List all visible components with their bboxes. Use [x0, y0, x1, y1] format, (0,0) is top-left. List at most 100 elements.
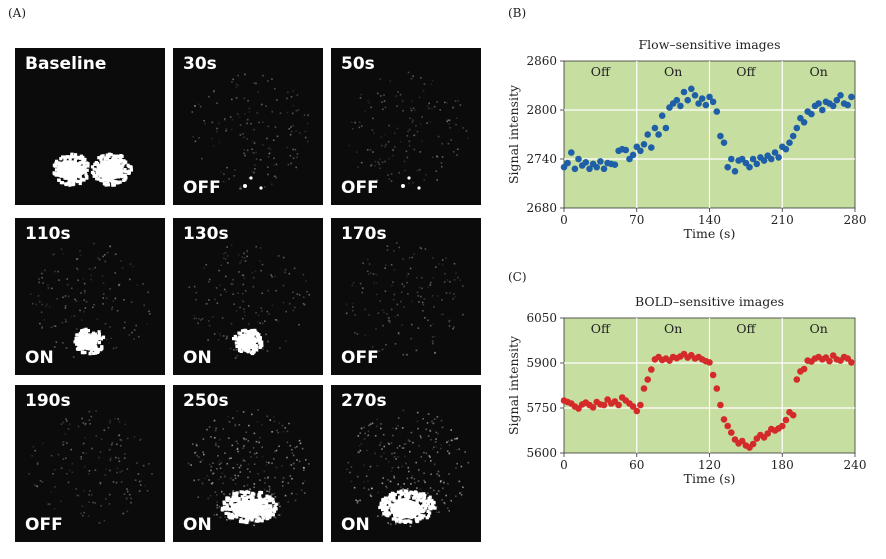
- data-point: [684, 96, 691, 104]
- mri-tile: 170s OFF: [331, 218, 481, 375]
- x-tick-label: 140: [698, 213, 721, 227]
- data-point: [586, 165, 593, 173]
- data-point: [673, 96, 681, 104]
- mri-scan-image: [188, 244, 311, 359]
- y-tick-label: 5600: [526, 446, 557, 460]
- data-point: [644, 131, 651, 138]
- mri-tile: 50s OFF: [331, 48, 481, 205]
- data-point: [575, 155, 582, 163]
- y-axis-label: Signal intensity: [506, 335, 521, 435]
- data-point: [848, 359, 855, 366]
- data-point: [789, 411, 797, 419]
- data-point: [698, 95, 706, 102]
- data-point: [568, 149, 575, 156]
- data-point: [720, 139, 728, 146]
- data-point: [749, 440, 757, 448]
- data-point: [837, 92, 844, 99]
- mri-tile: 30s OFF: [173, 48, 323, 205]
- mri-tile: 130s ON: [173, 218, 323, 375]
- data-point: [728, 155, 735, 163]
- tile-time-label: 270s: [341, 391, 387, 411]
- data-point: [597, 158, 604, 165]
- data-point: [775, 154, 782, 161]
- x-tick-label: 70: [629, 213, 644, 227]
- mri-scan-image: [52, 152, 133, 187]
- data-point: [629, 151, 637, 159]
- tile-time-label: 130s: [183, 224, 229, 244]
- y-axis-label: Signal intensity: [506, 84, 521, 184]
- period-label: Off: [736, 321, 756, 336]
- data-point: [782, 145, 790, 153]
- x-tick-label: 240: [844, 458, 867, 472]
- panel-b-letter: (B): [508, 6, 527, 20]
- data-point: [662, 124, 670, 132]
- x-tick-label: 0: [560, 458, 568, 472]
- chart-title: Flow–sensitive images: [639, 37, 781, 52]
- data-point: [629, 403, 637, 410]
- data-point: [731, 168, 739, 175]
- data-point: [728, 429, 735, 436]
- data-point: [738, 437, 746, 445]
- tile-state-label: ON: [183, 348, 212, 368]
- data-point: [691, 92, 699, 99]
- data-point: [658, 112, 666, 119]
- data-point: [709, 98, 717, 106]
- data-point: [695, 100, 702, 107]
- mri-scan-image: [30, 242, 151, 358]
- data-point: [655, 131, 662, 138]
- x-tick-label: 210: [771, 213, 794, 227]
- data-point: [633, 407, 641, 415]
- data-point: [615, 401, 622, 409]
- period-label: On: [809, 64, 827, 79]
- tile-state-label: ON: [183, 515, 212, 535]
- tile-time-label: 30s: [183, 54, 217, 74]
- data-point: [640, 141, 648, 148]
- data-point: [829, 102, 837, 110]
- data-point: [637, 401, 644, 409]
- y-tick-label: 6050: [526, 311, 557, 325]
- x-tick-label: 120: [698, 458, 721, 472]
- data-point: [571, 165, 579, 173]
- data-point: [844, 101, 851, 109]
- panel-c-letter: (C): [508, 270, 527, 284]
- data-point: [782, 416, 790, 424]
- period-label: Off: [591, 64, 611, 79]
- data-point: [648, 366, 655, 373]
- data-point: [815, 100, 822, 107]
- data-point: [800, 365, 808, 373]
- data-point: [677, 102, 684, 110]
- data-point: [706, 93, 713, 101]
- data-point: [713, 385, 721, 392]
- data-point: [826, 357, 833, 365]
- data-point: [724, 422, 731, 430]
- data-point: [582, 159, 590, 166]
- panel-a-letter: (A): [8, 6, 27, 20]
- data-point: [746, 163, 753, 171]
- data-point: [717, 401, 724, 409]
- y-tick-label: 2680: [526, 201, 557, 215]
- data-point: [589, 404, 597, 411]
- data-point: [819, 106, 826, 114]
- data-point: [749, 155, 757, 163]
- data-point: [648, 144, 655, 151]
- data-point: [793, 376, 801, 383]
- mri-scan-image: [191, 73, 309, 190]
- data-point: [760, 157, 768, 164]
- tile-state-label: OFF: [341, 348, 379, 368]
- x-tick-label: 0: [560, 213, 568, 227]
- data-point: [789, 132, 797, 140]
- data-point: [640, 385, 648, 392]
- tile-time-label: Baseline: [25, 54, 107, 74]
- mri-tile: Baseline: [15, 48, 165, 205]
- data-point: [808, 110, 815, 118]
- y-tick-label: 5750: [526, 401, 557, 415]
- period-label: Off: [591, 321, 611, 336]
- data-point: [771, 149, 779, 156]
- tile-time-label: 110s: [25, 224, 71, 244]
- mri-scan-image: [28, 410, 153, 524]
- data-point: [717, 132, 724, 140]
- data-point: [764, 430, 771, 437]
- mri-tile: 270s ON: [331, 385, 481, 542]
- data-point: [724, 163, 731, 171]
